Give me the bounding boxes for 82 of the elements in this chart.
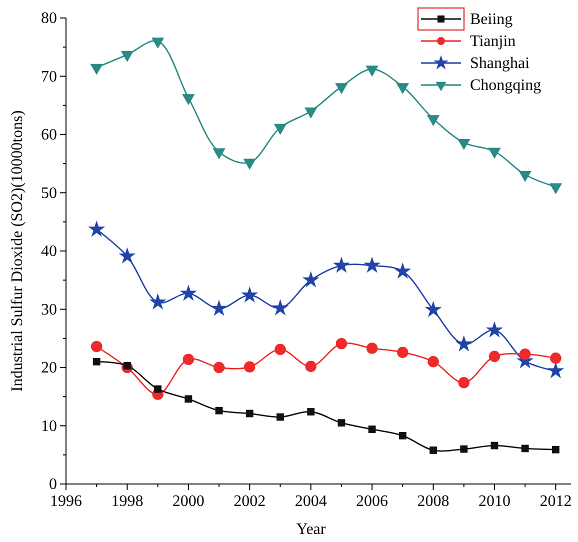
legend-label: Shanghai	[470, 55, 530, 72]
point	[458, 138, 470, 150]
point	[397, 346, 408, 358]
x-tick-label: 1996	[50, 493, 82, 510]
y-tick-label: 40	[41, 243, 57, 260]
point	[394, 262, 412, 279]
point	[244, 361, 256, 373]
point	[424, 300, 442, 318]
point	[368, 426, 376, 433]
point	[364, 256, 381, 273]
x-tick-label: 2006	[356, 493, 388, 510]
x-tick-label: 2012	[540, 493, 572, 510]
point	[488, 148, 501, 159]
point	[490, 442, 498, 450]
point	[120, 51, 134, 62]
point	[518, 171, 532, 182]
point	[547, 362, 564, 378]
point	[366, 66, 378, 77]
point	[241, 286, 258, 303]
point	[182, 354, 194, 365]
point	[521, 444, 529, 452]
legend-label: Beiing	[470, 11, 513, 28]
point	[398, 432, 406, 440]
point	[486, 321, 503, 338]
point	[180, 284, 197, 301]
point	[426, 115, 440, 126]
point	[302, 271, 320, 288]
point	[458, 377, 470, 388]
point	[338, 419, 346, 427]
point	[305, 360, 316, 372]
point	[428, 356, 439, 368]
point	[213, 362, 225, 374]
x-tick-label: 2004	[294, 493, 327, 510]
y-tick-label: 0	[49, 476, 57, 493]
y-tick-label: 30	[41, 301, 57, 318]
point	[149, 293, 166, 310]
point	[151, 38, 164, 49]
legend-label: Tianjin	[470, 33, 516, 50]
point	[396, 83, 410, 94]
point	[488, 350, 500, 362]
point	[184, 395, 192, 403]
point	[460, 445, 468, 453]
point	[90, 64, 103, 75]
x-tick-label: 2008	[417, 493, 450, 510]
point	[210, 300, 228, 316]
x-tick-label: 2010	[478, 493, 510, 510]
point	[212, 148, 226, 160]
y-tick-label: 10	[41, 418, 57, 435]
point	[92, 358, 100, 366]
y-axis-title: Industrial Sulfur Dioxide (SO2)(10000tons)	[9, 110, 26, 392]
point	[336, 338, 348, 350]
point	[276, 413, 284, 421]
point	[274, 344, 286, 356]
point	[246, 410, 254, 418]
y-tick-label: 80	[41, 10, 57, 27]
point	[274, 124, 287, 135]
point	[335, 83, 348, 94]
y-tick-label: 50	[41, 184, 57, 202]
x-axis-title: Year	[296, 521, 326, 538]
point	[332, 256, 350, 273]
legend-label: Chongqing	[470, 77, 542, 94]
point	[455, 335, 472, 352]
x-tick-label: 2000	[172, 493, 204, 510]
x-tick-label: 2002	[234, 493, 266, 510]
point	[307, 408, 315, 416]
point	[304, 108, 318, 119]
y-tick-label: 60	[41, 126, 57, 144]
point	[430, 446, 437, 454]
point	[550, 352, 562, 364]
point	[154, 385, 162, 393]
point	[519, 348, 531, 360]
x-tick-label: 1998	[111, 493, 144, 510]
point	[552, 446, 560, 454]
point	[182, 94, 195, 106]
point	[549, 183, 562, 194]
point	[366, 342, 378, 354]
point	[90, 340, 102, 352]
point	[215, 406, 223, 414]
y-tick-label: 20	[41, 360, 57, 376]
point	[272, 299, 289, 316]
point	[243, 158, 256, 170]
y-tick-label: 70	[41, 68, 57, 86]
